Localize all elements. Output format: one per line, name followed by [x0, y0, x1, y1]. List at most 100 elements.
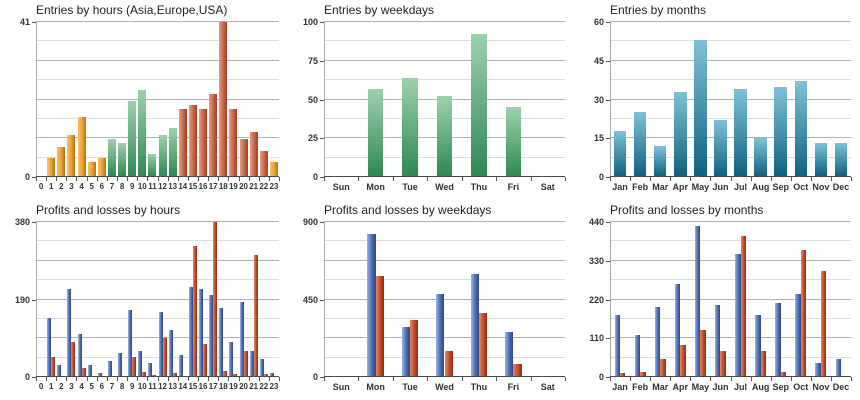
x-axis-line	[324, 176, 565, 177]
gridline	[36, 21, 279, 22]
x-axis-tick	[690, 177, 692, 181]
gridline	[36, 317, 279, 319]
x-axis-tick	[810, 377, 812, 381]
x-axis-tick	[96, 377, 98, 381]
y-axis-tick	[320, 377, 324, 378]
x-axis-label: 16	[198, 382, 208, 391]
profit-bar	[775, 303, 781, 376]
x-axis-tick	[530, 177, 532, 181]
loss-bar	[192, 246, 197, 376]
x-axis-tick	[36, 377, 37, 381]
y-axis-tick	[32, 177, 36, 178]
loss-bar	[780, 371, 787, 376]
y-axis-tick	[32, 377, 36, 378]
x-axis-tick	[197, 177, 199, 181]
entries-bar	[471, 34, 487, 176]
x-axis-label: Jan	[612, 382, 628, 392]
x-axis-label: 10	[137, 182, 147, 191]
x-axis-label: 3	[69, 182, 74, 191]
x-axis-label: May	[691, 182, 710, 192]
x-axis-line	[36, 376, 279, 377]
profit-bar	[148, 362, 153, 376]
x-axis-label: 23	[269, 382, 279, 391]
x-axis-tick	[750, 377, 752, 381]
entries-bar	[219, 22, 228, 176]
x-axis-tick	[650, 377, 652, 381]
x-axis-label: 16	[198, 182, 208, 191]
profit-bar	[815, 362, 821, 376]
plot-area-entries-by-months: 60 45 30 15 0 Jan Feb Mar Apr May Jun Jul Aug Sep Oct N…	[594, 17, 852, 192]
gridline	[324, 317, 565, 319]
x-axis-label: 6	[99, 182, 105, 191]
x-axis-tick	[56, 177, 58, 181]
loss-bar	[223, 370, 228, 376]
x-axis-tick	[810, 177, 812, 181]
gridline	[324, 40, 565, 42]
gridline	[36, 117, 279, 119]
gridline	[324, 59, 565, 61]
profit-bar	[188, 287, 193, 376]
entries-bar	[694, 40, 707, 176]
x-axis-tick	[279, 377, 280, 381]
gridline	[610, 298, 851, 300]
x-axis-label: 14	[178, 182, 188, 191]
x-axis-tick	[392, 377, 394, 381]
chart-profits-losses-by-weekdays: Profits and losses by weekdays 900 450 0 Su…	[288, 200, 574, 400]
x-axis-tick	[670, 377, 672, 381]
plot-area-entries-by-hours: 41 0 0 1 2 3 4 5 6 7 8 9 10 11 12 13 14 15 16 17 18 19 20 21 22 2…	[20, 17, 280, 191]
x-axis-tick	[610, 377, 611, 381]
x-axis-tick	[177, 177, 179, 181]
entries-bar	[229, 108, 238, 176]
x-axis-label: May	[691, 382, 710, 392]
profit-bar	[470, 273, 479, 376]
y-axis-label: 0	[24, 372, 30, 382]
y-axis-line	[324, 22, 325, 177]
profit-bar	[436, 294, 445, 376]
x-axis-tick	[228, 177, 230, 181]
x-axis-label: 13	[168, 382, 178, 391]
x-axis-tick	[228, 377, 230, 381]
loss-bar	[233, 373, 238, 376]
x-axis-tick	[268, 177, 270, 181]
y-axis-label: 380	[14, 217, 30, 227]
x-axis-tick	[127, 377, 129, 381]
x-axis-tick	[790, 177, 792, 181]
profit-bar	[694, 225, 701, 376]
entries-bar	[613, 130, 627, 176]
x-axis-label: 20	[239, 382, 249, 391]
x-axis-label: Thu	[470, 182, 488, 192]
x-axis-label: 6	[99, 382, 105, 391]
x-axis-tick	[238, 177, 240, 181]
profit-bar	[835, 359, 841, 376]
y-axis-label: 0	[312, 372, 318, 382]
entries-bar	[107, 139, 116, 176]
x-axis-tick	[670, 177, 672, 181]
gridline	[610, 137, 851, 139]
profit-bar	[199, 289, 204, 376]
gridline	[36, 259, 279, 261]
x-axis-label: 11	[148, 382, 157, 391]
x-axis-tick	[630, 377, 632, 381]
x-axis-tick	[56, 377, 58, 381]
x-axis-tick	[496, 177, 498, 181]
entries-bar	[794, 81, 807, 176]
entries-bar	[178, 108, 187, 176]
profit-bar	[77, 334, 82, 376]
x-axis-label: Dec	[832, 382, 850, 392]
x-axis-label: 15	[188, 182, 198, 191]
gridline	[324, 337, 565, 339]
gridline	[36, 337, 279, 339]
profit-bar	[168, 330, 173, 376]
x-axis-tick	[358, 177, 360, 181]
x-axis-line	[610, 376, 851, 377]
entries-bar	[87, 161, 96, 176]
x-axis-label: 19	[228, 182, 238, 191]
x-axis-label: 5	[89, 382, 94, 391]
x-axis-line	[36, 176, 279, 177]
entries-bar	[269, 161, 278, 176]
x-axis-tick	[258, 377, 260, 381]
x-axis-label: 1	[48, 182, 54, 191]
gridline	[610, 259, 851, 261]
entries-bar	[77, 116, 86, 176]
y-axis-tick	[606, 299, 610, 301]
